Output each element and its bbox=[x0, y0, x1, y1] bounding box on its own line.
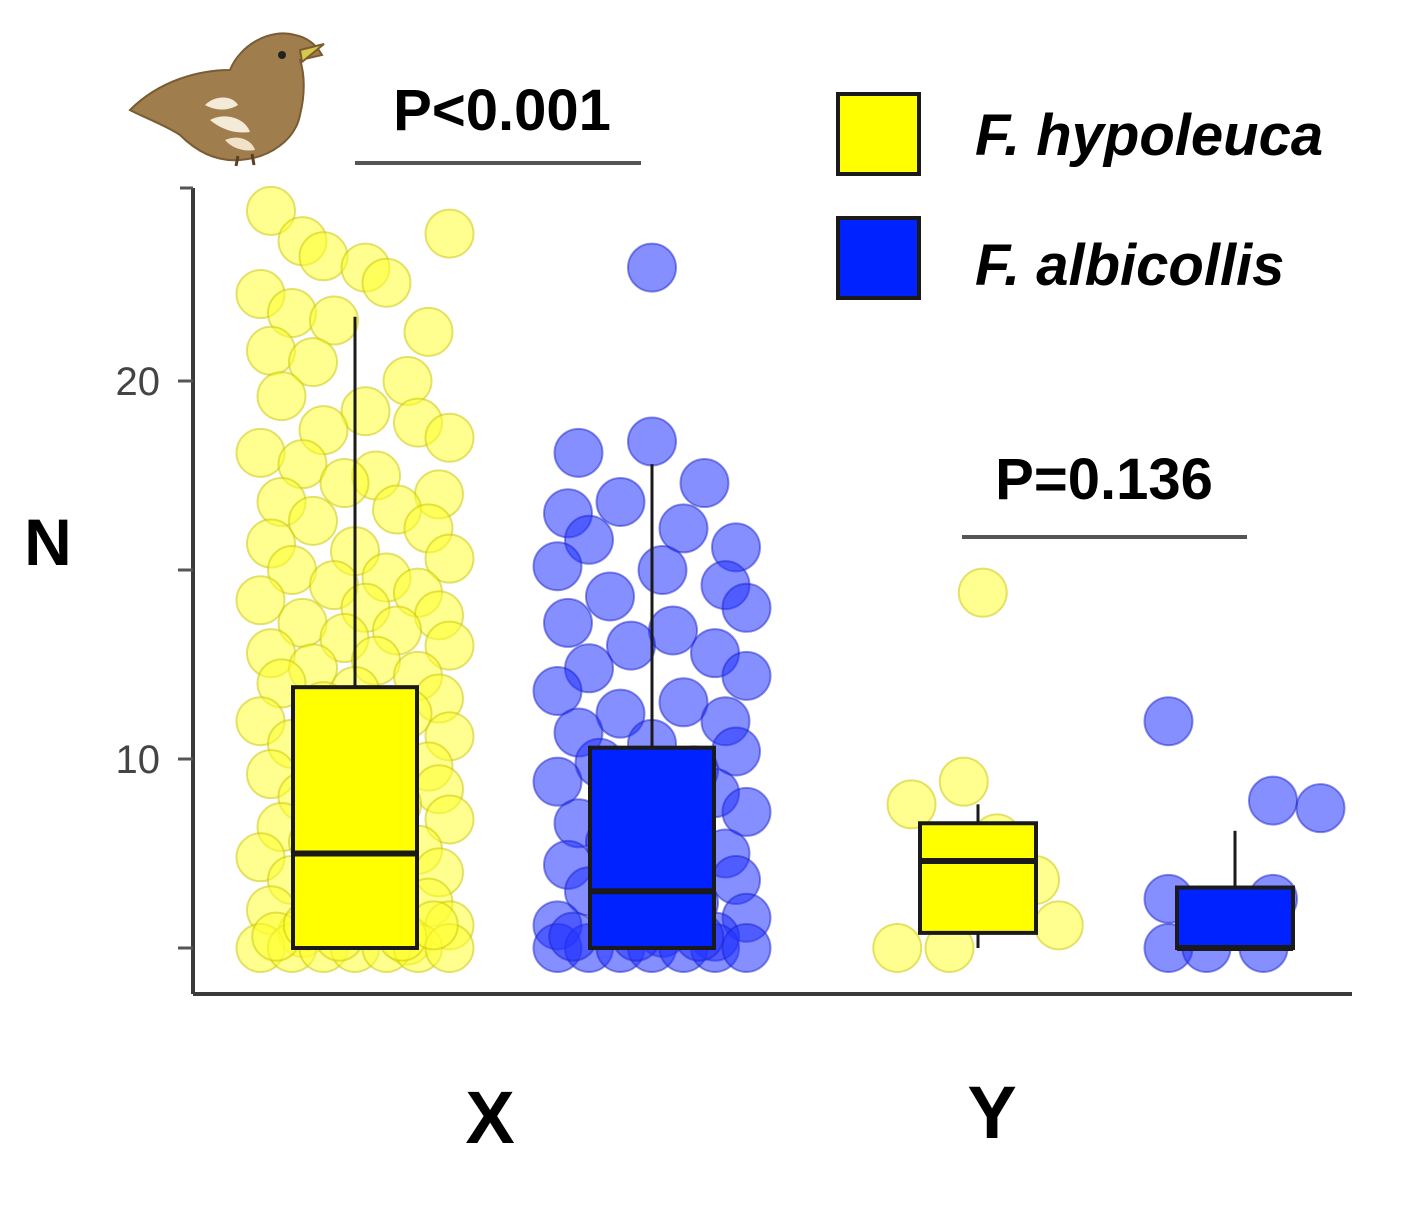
data-point-albicollis-x bbox=[606, 620, 656, 671]
data-point-albicollis-x bbox=[627, 242, 677, 293]
data-point-albicollis-x bbox=[721, 582, 772, 633]
data-point-hypoleuca-x bbox=[319, 458, 370, 509]
box-hypoleuca-x bbox=[291, 685, 419, 950]
data-point-hypoleuca-y bbox=[886, 779, 937, 830]
x-category-label-x: X bbox=[465, 1076, 514, 1159]
data-point-albicollis-y bbox=[1248, 775, 1298, 826]
data-point-hypoleuca-y bbox=[957, 567, 1008, 618]
legend-item-albicollis: F. albicollis bbox=[836, 216, 1284, 300]
legend-item-hypoleuca: F. hypoleuca bbox=[836, 92, 1323, 176]
data-point-hypoleuca-x bbox=[235, 427, 286, 478]
data-point-hypoleuca-x bbox=[235, 575, 286, 626]
y-tick-label: 20 bbox=[116, 360, 161, 404]
legend-swatch-albicollis bbox=[836, 216, 921, 300]
data-point-albicollis-x bbox=[595, 476, 646, 527]
data-point-albicollis-x bbox=[627, 416, 677, 467]
data-point-albicollis-x bbox=[532, 541, 583, 592]
p-value-label-y: P=0.136 bbox=[995, 447, 1213, 512]
box-albicollis-x bbox=[588, 745, 716, 950]
flycatcher-bird-icon bbox=[128, 32, 325, 167]
data-point-hypoleuca-x bbox=[288, 495, 338, 546]
jitter-points bbox=[235, 185, 1346, 973]
data-point-albicollis-x bbox=[637, 545, 688, 595]
legend-label-albicollis: F. albicollis bbox=[975, 233, 1284, 298]
legend: F. hypoleuca F. albicollis bbox=[836, 92, 1323, 300]
data-point-albicollis-x bbox=[721, 650, 772, 701]
data-point-hypoleuca-x bbox=[246, 325, 296, 376]
data-point-hypoleuca-x bbox=[403, 306, 454, 357]
data-point-hypoleuca-y bbox=[872, 923, 923, 973]
data-point-hypoleuca-x bbox=[309, 295, 359, 346]
legend-label-hypoleuca: F. hypoleuca bbox=[975, 103, 1323, 168]
data-point-hypoleuca-x bbox=[424, 412, 475, 463]
data-point-albicollis-y bbox=[1295, 783, 1346, 834]
legend-swatch-hypoleuca bbox=[836, 92, 921, 176]
data-point-albicollis-x bbox=[721, 923, 772, 973]
data-point-albicollis-x bbox=[553, 427, 604, 478]
data-point-hypoleuca-x bbox=[361, 257, 412, 308]
data-point-albicollis-x bbox=[711, 726, 761, 777]
data-point-albicollis-x bbox=[658, 677, 709, 728]
data-point-hypoleuca-x bbox=[340, 386, 391, 437]
y-axis-ticks: 10 20 bbox=[116, 360, 193, 950]
comparison-x: P<0.001 bbox=[355, 78, 641, 165]
data-point-albicollis-x bbox=[585, 571, 635, 622]
comparison-y: P=0.136 bbox=[962, 447, 1247, 539]
data-point-hypoleuca-x bbox=[256, 371, 307, 422]
box-hypoleuca-y bbox=[918, 821, 1038, 935]
data-point-hypoleuca-x bbox=[382, 356, 433, 406]
data-point-hypoleuca-x bbox=[424, 533, 475, 584]
data-point-albicollis-x bbox=[543, 597, 593, 648]
data-point-albicollis-x bbox=[532, 665, 583, 716]
box-elements bbox=[291, 316, 1295, 951]
data-point-hypoleuca-y bbox=[1033, 900, 1084, 951]
data-point-albicollis-x bbox=[595, 688, 646, 739]
data-point-albicollis-y bbox=[1143, 696, 1194, 747]
data-point-albicollis-x bbox=[532, 756, 583, 807]
data-point-hypoleuca-x bbox=[298, 231, 349, 282]
y-axis-label: N bbox=[24, 505, 72, 579]
data-point-hypoleuca-x bbox=[424, 208, 475, 259]
data-point-hypoleuca-x bbox=[288, 337, 338, 388]
y-tick-label: 10 bbox=[116, 738, 161, 782]
data-point-hypoleuca-y bbox=[938, 756, 989, 807]
data-point-albicollis-x bbox=[679, 458, 730, 509]
data-point-albicollis-x bbox=[658, 503, 709, 554]
box-albicollis-y bbox=[1175, 885, 1295, 951]
data-point-hypoleuca-x bbox=[424, 620, 475, 671]
data-point-hypoleuca-x bbox=[424, 794, 475, 845]
data-point-albicollis-x bbox=[721, 786, 772, 837]
data-point-albicollis-x bbox=[648, 605, 698, 656]
data-point-hypoleuca-x bbox=[277, 439, 328, 490]
p-value-label-x: P<0.001 bbox=[393, 78, 611, 143]
data-point-hypoleuca-x bbox=[246, 185, 296, 236]
x-category-label-y: Y bbox=[967, 1071, 1016, 1154]
